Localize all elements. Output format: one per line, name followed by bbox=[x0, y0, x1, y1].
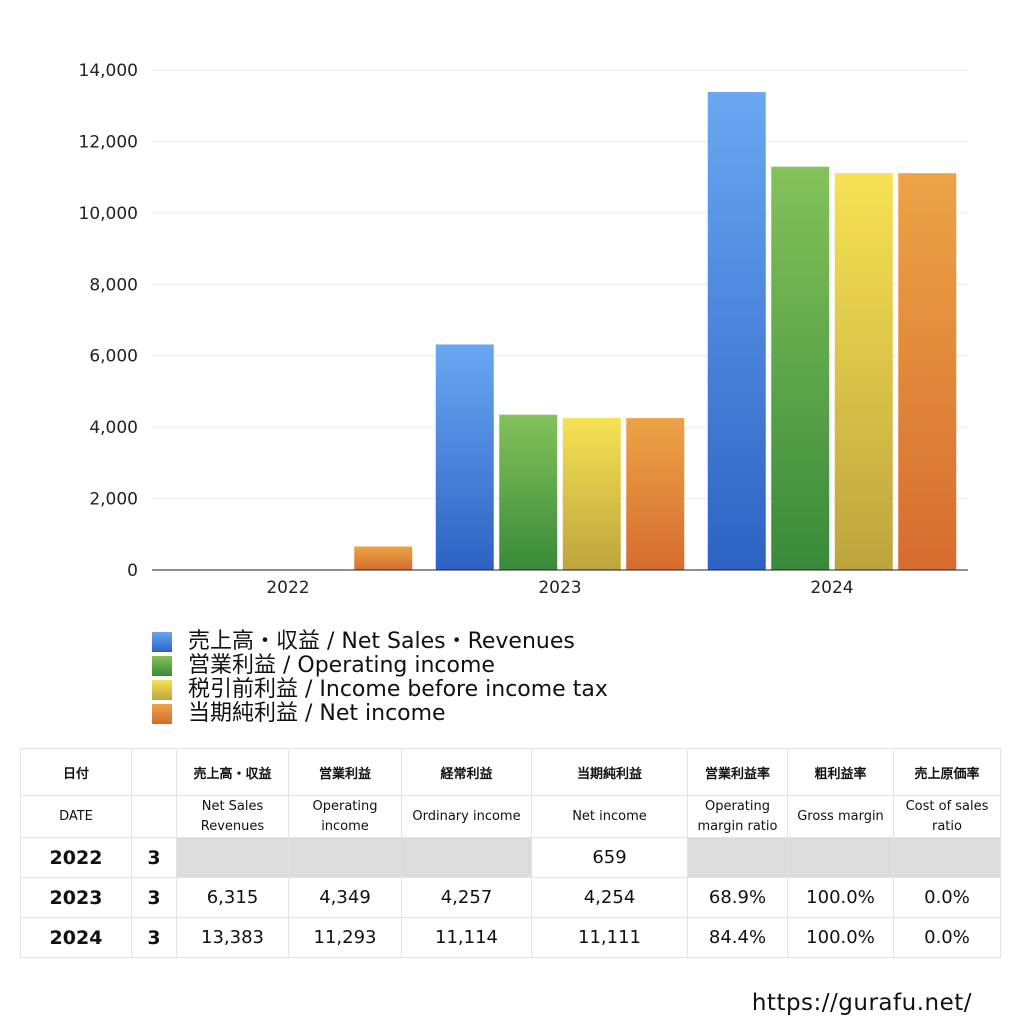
cell-net-sales: 13,383 bbox=[176, 917, 289, 958]
x-tick-label: 2023 bbox=[538, 578, 581, 598]
table-row: 2024 3 13,383 11,293 11,114 11,111 84.4%… bbox=[20, 917, 1001, 958]
header-en-date: DATE bbox=[20, 795, 132, 838]
header-en-net-sales: Net Sales Revenues bbox=[176, 795, 289, 838]
legend-label-income-before-tax: 税引前利益 / Income before income tax bbox=[188, 677, 608, 702]
table-row: 2023 3 6,315 4,349 4,257 4,254 68.9% 100… bbox=[20, 877, 1001, 918]
cell-net-sales bbox=[176, 837, 289, 878]
y-tick-label: 2,000 bbox=[89, 490, 138, 510]
row-month: 3 bbox=[131, 917, 177, 958]
legend-item-net-income: 当期純利益 / Net income bbox=[152, 702, 608, 726]
legend-label-net-sales: 売上高・収益 / Net Sales・Revenues bbox=[188, 629, 575, 654]
chart-grid bbox=[152, 69, 968, 500]
header-jp-operating-income: 営業利益 bbox=[288, 748, 402, 796]
header-jp-month bbox=[131, 748, 177, 796]
cell-ordinary-income bbox=[401, 837, 532, 878]
bar-2023-series-4 bbox=[626, 418, 685, 570]
row-month: 3 bbox=[131, 837, 177, 878]
cell-operating-margin: 68.9% bbox=[687, 877, 788, 918]
header-en-month bbox=[131, 795, 177, 838]
cell-cost-of-sales: 0.0% bbox=[893, 877, 1001, 918]
bar-2024-series-1 bbox=[707, 92, 766, 571]
y-tick-label: 14,000 bbox=[79, 61, 138, 81]
legend-item-income-before-tax: 税引前利益 / Income before income tax bbox=[152, 678, 608, 702]
legend-swatch-net-sales bbox=[152, 632, 172, 652]
cell-operating-income bbox=[288, 837, 402, 878]
bar-2023-series-2 bbox=[499, 414, 558, 570]
cell-net-income: 4,254 bbox=[531, 877, 688, 918]
cell-cost-of-sales: 0.0% bbox=[893, 917, 1001, 958]
bar-2024-series-3 bbox=[834, 173, 893, 571]
y-tick-label: 6,000 bbox=[89, 347, 138, 367]
legend-swatch-income-before-tax bbox=[152, 680, 172, 700]
chart-legend: 売上高・収益 / Net Sales・Revenues 営業利益 / Opera… bbox=[152, 630, 608, 726]
x-axis-tick-labels: 2022 2023 2024 bbox=[266, 578, 853, 598]
site-url[interactable]: https://gurafu.net/ bbox=[751, 990, 972, 1016]
bar-2024-series-2 bbox=[771, 166, 830, 570]
y-tick-label: 4,000 bbox=[89, 418, 138, 438]
cell-ordinary-income: 11,114 bbox=[401, 917, 532, 958]
header-jp-cost-of-sales: 売上原価率 bbox=[893, 748, 1001, 796]
cell-gross-margin bbox=[787, 837, 894, 878]
header-en-operating-income: Operating income bbox=[288, 795, 402, 838]
x-tick-label: 2024 bbox=[810, 578, 853, 598]
y-tick-label: 8,000 bbox=[89, 275, 138, 295]
cell-gross-margin: 100.0% bbox=[787, 877, 894, 918]
bar-2023-series-3 bbox=[562, 417, 621, 570]
row-year: 2024 bbox=[20, 917, 132, 958]
header-jp-date: 日付 bbox=[20, 748, 132, 796]
cell-cost-of-sales bbox=[893, 837, 1001, 878]
row-month: 3 bbox=[131, 877, 177, 918]
header-en-cost-of-sales: Cost of sales ratio bbox=[893, 795, 1001, 838]
header-en-net-income: Net income bbox=[531, 795, 688, 838]
header-jp-net-sales: 売上高・収益 bbox=[176, 748, 289, 796]
cell-gross-margin: 100.0% bbox=[787, 917, 894, 958]
cell-operating-income: 4,349 bbox=[288, 877, 402, 918]
y-tick-label: 0 bbox=[127, 561, 138, 581]
y-tick-label: 10,000 bbox=[79, 204, 138, 224]
bar-2022-series-4 bbox=[354, 546, 413, 570]
cell-net-income: 659 bbox=[531, 837, 688, 878]
legend-item-operating-income: 営業利益 / Operating income bbox=[152, 654, 608, 678]
legend-label-net-income: 当期純利益 / Net income bbox=[188, 701, 446, 726]
header-en-operating-margin: Operating margin ratio bbox=[687, 795, 788, 838]
row-year: 2022 bbox=[20, 837, 132, 878]
table-header-jp: 日付 売上高・収益 営業利益 経常利益 当期純利益 営業利益率 粗利益率 売上原… bbox=[20, 748, 1001, 796]
header-en-ordinary-income: Ordinary income bbox=[401, 795, 532, 838]
legend-swatch-operating-income bbox=[152, 656, 172, 676]
legend-label-operating-income: 営業利益 / Operating income bbox=[188, 653, 495, 678]
cell-net-income: 11,111 bbox=[531, 917, 688, 958]
row-year: 2023 bbox=[20, 877, 132, 918]
y-tick-label: 12,000 bbox=[79, 132, 138, 152]
bar-2024-series-4 bbox=[898, 173, 957, 570]
chart-bars bbox=[354, 92, 957, 571]
header-jp-ordinary-income: 経常利益 bbox=[401, 748, 532, 796]
bar-2023-series-1 bbox=[435, 344, 494, 570]
table-header-en: DATE Net Sales Revenues Operating income O… bbox=[20, 795, 1001, 838]
header-en-gross-margin: Gross margin bbox=[787, 795, 894, 838]
table-row: 2022 3 659 bbox=[20, 837, 1001, 878]
y-axis-tick-labels: 0 2,000 4,000 6,000 8,000 10,000 12,000 14,000 bbox=[79, 61, 138, 581]
legend-swatch-net-income bbox=[152, 704, 172, 724]
header-jp-gross-margin: 粗利益率 bbox=[787, 748, 894, 796]
cell-operating-margin: 84.4% bbox=[687, 917, 788, 958]
header-jp-operating-margin: 営業利益率 bbox=[687, 748, 788, 796]
cell-ordinary-income: 4,257 bbox=[401, 877, 532, 918]
bar-chart: 02,0004,0006,0008,00010,00012,00014,000 … bbox=[79, 61, 968, 598]
financial-table: 日付 売上高・収益 営業利益 経常利益 当期純利益 営業利益率 粗利益率 売上原… bbox=[20, 748, 1001, 958]
cell-operating-margin bbox=[687, 837, 788, 878]
cell-net-sales: 6,315 bbox=[176, 877, 289, 918]
legend-item-net-sales: 売上高・収益 / Net Sales・Revenues bbox=[152, 630, 608, 654]
header-jp-net-income: 当期純利益 bbox=[531, 748, 688, 796]
x-tick-label: 2022 bbox=[266, 578, 309, 598]
cell-operating-income: 11,293 bbox=[288, 917, 402, 958]
